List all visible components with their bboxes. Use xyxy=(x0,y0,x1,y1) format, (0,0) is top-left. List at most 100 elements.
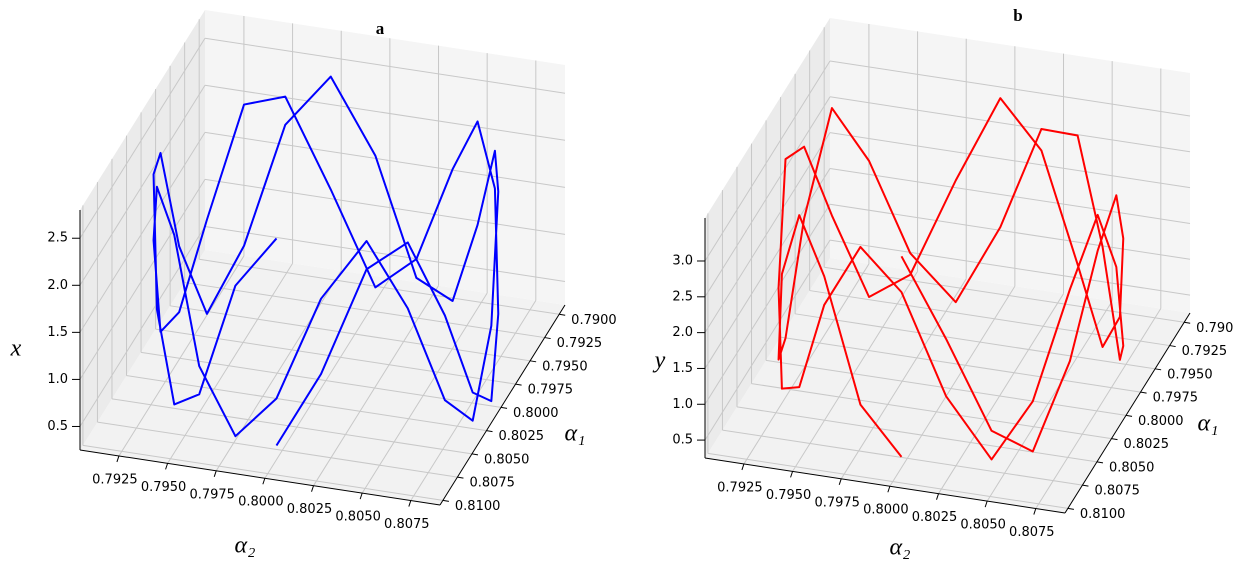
y-tick-label: 0.7975 xyxy=(189,487,235,502)
grid-line xyxy=(751,383,1112,440)
left-pane xyxy=(705,18,830,458)
tick-mark xyxy=(471,453,479,456)
y-tick-label: 0.7925 xyxy=(92,472,138,487)
tick-mark xyxy=(1184,321,1191,324)
grid-line xyxy=(889,285,1016,487)
grid-line xyxy=(410,300,537,501)
tick-mark xyxy=(1125,414,1133,417)
y-tick-label: 0.8000 xyxy=(238,495,284,510)
z-tick-label: 0.5 xyxy=(672,433,693,448)
y-tick-label: 0.7950 xyxy=(141,480,187,495)
trajectory xyxy=(152,75,500,447)
z-tick-label: 1.0 xyxy=(47,372,68,387)
x-tick-label: 0.7975 xyxy=(528,383,574,398)
left-pane xyxy=(80,10,205,450)
x-axis-line xyxy=(1064,312,1191,514)
grid-line xyxy=(824,266,1185,323)
grid-line xyxy=(829,132,1191,189)
z-tick-label: 2.5 xyxy=(672,289,693,304)
z-tick-label: 2.5 xyxy=(47,231,68,246)
z-tick-label: 1.5 xyxy=(47,325,68,340)
y-axis-label: α₂ xyxy=(235,533,256,559)
grid-line xyxy=(184,282,545,339)
y-tick-label: 0.7950 xyxy=(766,488,812,503)
tick-mark xyxy=(165,463,169,470)
x-axis-label: α₁ xyxy=(1198,411,1219,437)
tick-mark xyxy=(359,492,363,500)
grid-line xyxy=(1035,308,1162,509)
x-tick-label: 0.8000 xyxy=(1138,414,1184,429)
grid-line xyxy=(199,258,560,315)
tick-mark xyxy=(213,470,217,477)
y-tick-label: 0.8025 xyxy=(912,510,958,525)
x-axis-line xyxy=(439,304,566,506)
floor-pane xyxy=(705,258,1190,513)
x-tick-label: 0.8050 xyxy=(1109,460,1155,475)
z-axis-label: x xyxy=(10,336,22,362)
tick-mark xyxy=(741,463,745,471)
grid-line xyxy=(829,203,1191,260)
grid-line xyxy=(204,84,566,141)
grid-line xyxy=(829,96,1191,153)
x-tick-label: 0.7925 xyxy=(1182,344,1228,359)
grid-line xyxy=(736,406,1098,463)
grid-line xyxy=(780,336,1141,393)
tick-mark xyxy=(486,430,493,433)
grid-line xyxy=(97,421,458,478)
grid-line xyxy=(111,398,473,455)
grid-line xyxy=(79,85,206,286)
z-tick-label: 2.0 xyxy=(672,325,693,340)
y-tick-label: 0.8000 xyxy=(863,503,909,518)
x-tick-label: 0.7950 xyxy=(542,359,588,374)
tick-mark xyxy=(544,337,551,340)
tick-mark xyxy=(790,471,794,478)
x-tick-label: 0.8100 xyxy=(455,499,501,514)
grid-line xyxy=(707,452,1068,509)
tick-mark xyxy=(1033,508,1037,515)
grid-line xyxy=(792,271,918,472)
y-tick-label: 0.7975 xyxy=(814,495,860,510)
grid-line xyxy=(204,37,566,94)
tick-mark xyxy=(515,383,522,386)
tick-mark xyxy=(887,486,891,493)
x-tick-label: 0.8075 xyxy=(469,476,515,491)
grid-line xyxy=(140,351,502,408)
x-tick-label: 0.7925 xyxy=(557,336,603,351)
tick-mark xyxy=(442,499,449,502)
grid-line xyxy=(204,131,566,188)
x-tick-label: 0.7975 xyxy=(1153,391,1199,406)
x-tick-label: 0.7950 xyxy=(1167,367,1213,382)
grid-line xyxy=(722,429,1083,486)
grid-line xyxy=(313,285,439,486)
chart-title: b xyxy=(1013,6,1022,25)
y-tick-label: 0.8075 xyxy=(1009,525,1055,540)
tick-mark xyxy=(1111,438,1118,441)
trajectory xyxy=(777,97,1125,461)
z-tick-label: 3.0 xyxy=(672,253,693,268)
grid-line xyxy=(938,293,1064,494)
tick-mark xyxy=(116,455,120,463)
grid-line xyxy=(118,255,245,457)
tick-mark xyxy=(1169,345,1176,348)
grid-line xyxy=(82,444,443,501)
x-axis-label: α₁ xyxy=(565,421,586,447)
x-tick-label: 0.8075 xyxy=(1094,484,1140,499)
tick-mark xyxy=(408,500,412,507)
tick-mark xyxy=(500,406,508,409)
grid-line xyxy=(204,178,566,235)
tick-mark xyxy=(1067,507,1074,510)
tick-mark xyxy=(262,478,266,485)
y-axis-line xyxy=(704,457,1066,514)
grid-line xyxy=(79,132,206,333)
grid-line xyxy=(704,96,831,298)
tick-mark xyxy=(1155,368,1162,371)
grid-line xyxy=(79,37,206,239)
grid-line xyxy=(704,132,831,333)
grid-line xyxy=(361,292,488,494)
z-tick-label: 0.5 xyxy=(47,419,68,434)
grid-line xyxy=(204,225,566,282)
grid-line xyxy=(829,239,1191,296)
x-tick-label: 0.8100 xyxy=(1080,507,1126,522)
y-tick-label: 0.8050 xyxy=(335,510,381,525)
z-tick-label: 2.0 xyxy=(47,278,68,293)
